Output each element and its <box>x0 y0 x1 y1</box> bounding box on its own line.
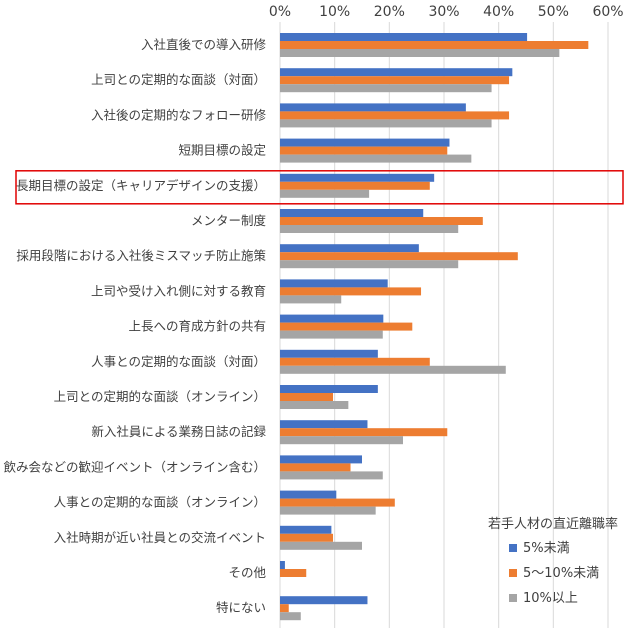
bar-over10 <box>280 401 349 409</box>
bar-under5 <box>280 349 378 358</box>
legend-title: 若手人材の直近離職率 <box>488 516 618 532</box>
bar-over10 <box>280 471 383 480</box>
bar-under5 <box>280 138 450 147</box>
bar-over10 <box>280 506 376 515</box>
legend: 若手人材の直近離職率 5%未満 5〜10%未満 10%以上 <box>488 516 618 606</box>
bar-over10 <box>280 84 492 93</box>
bar-over10 <box>280 436 403 445</box>
x-tick-label: 40% <box>483 4 514 20</box>
highlight-rectangle <box>15 170 624 205</box>
bar-5to10 <box>280 533 334 542</box>
legend-label: 5〜10%未満 <box>523 566 599 581</box>
category-label: 入社時期が近い社員との交流イベント <box>54 530 266 545</box>
bar-5to10 <box>280 146 448 155</box>
bar-over10 <box>280 612 301 621</box>
bar-under5 <box>280 561 285 569</box>
bar-over10 <box>280 49 560 57</box>
x-tick-label: 10% <box>319 4 350 20</box>
category-label: 長期目標の設定（キャリアデザインの支援） <box>16 178 266 193</box>
category-label: 特にない <box>216 600 266 615</box>
bar-5to10 <box>280 181 430 190</box>
category-label: 採用段階における入社後ミスマッチ防止施策 <box>16 248 266 263</box>
bar-5to10 <box>280 428 448 437</box>
bar-under5 <box>280 420 368 429</box>
bar-over10 <box>280 365 506 374</box>
category-label: 上司との定期的な面談（対面） <box>91 72 266 87</box>
bar-5to10 <box>280 498 395 507</box>
category-label: 上司や受け入れ側に対する教育 <box>91 283 266 298</box>
bar-under5 <box>280 455 362 464</box>
bar-under5 <box>280 173 435 182</box>
bar-5to10 <box>280 357 430 366</box>
bar-under5 <box>280 103 466 112</box>
x-tick-label: 0% <box>269 4 291 20</box>
bar-under5 <box>280 385 378 393</box>
bar-5to10 <box>280 569 307 577</box>
x-tick-label: 20% <box>374 4 405 20</box>
category-label: 上長への育成方針の共有 <box>128 319 266 334</box>
bar-5to10 <box>280 322 413 331</box>
legend-swatch <box>509 544 517 552</box>
bar-over10 <box>280 189 370 198</box>
highlight-box <box>15 170 624 205</box>
bar-5to10 <box>280 252 518 261</box>
category-label: 人事との定期的な面談（オンライン） <box>54 495 266 510</box>
category-label: 飲み会などの歓迎イベント（オンライン含む） <box>3 459 266 474</box>
bar-under5 <box>280 525 332 534</box>
bar-over10 <box>280 260 459 269</box>
bar-over10 <box>280 225 459 233</box>
category-label: メンター制度 <box>191 213 267 228</box>
x-tick-label: 30% <box>428 4 459 20</box>
bar-under5 <box>280 33 528 41</box>
category-label: 入社後の定期的なフォロー研修 <box>91 107 267 122</box>
category-label: 短期目標の設定 <box>178 143 266 158</box>
bar-over10 <box>280 330 383 339</box>
bar-5to10 <box>280 41 589 49</box>
bar-5to10 <box>280 217 483 225</box>
category-label: 人事との定期的な面談（対面） <box>91 354 266 369</box>
bar-under5 <box>280 209 424 217</box>
bar-under5 <box>280 490 337 499</box>
bar-under5 <box>280 596 368 605</box>
category-label: その他 <box>228 565 266 580</box>
bar-under5 <box>280 279 388 288</box>
bar-under5 <box>280 314 384 323</box>
bar-over10 <box>280 541 362 550</box>
bar-5to10 <box>280 463 351 472</box>
category-label: 新入社員による業務日誌の記録 <box>91 424 266 439</box>
legend-swatch <box>509 594 517 602</box>
bar-under5 <box>280 68 513 77</box>
x-tick-label: 60% <box>592 4 623 20</box>
x-tick-label: 50% <box>538 4 569 20</box>
bar-5to10 <box>280 604 289 613</box>
bar-over10 <box>280 295 342 304</box>
bar-under5 <box>280 244 419 253</box>
bar-5to10 <box>280 287 422 296</box>
bar-over10 <box>280 154 472 163</box>
bar-over10 <box>280 119 492 128</box>
legend-label: 5%未満 <box>523 541 570 556</box>
bar-5to10 <box>280 111 510 120</box>
bar-5to10 <box>280 393 334 401</box>
legend-label: 10%以上 <box>523 591 578 606</box>
category-label: 上司との定期的な面談（オンライン） <box>54 389 266 404</box>
category-label: 入社直後での導入研修 <box>141 37 267 52</box>
legend-swatch <box>509 569 517 577</box>
x-axis-ticks: 0% 10% 20% 30% 40% 50% 60% <box>269 4 624 20</box>
bars <box>280 33 589 621</box>
bar-5to10 <box>280 76 510 85</box>
